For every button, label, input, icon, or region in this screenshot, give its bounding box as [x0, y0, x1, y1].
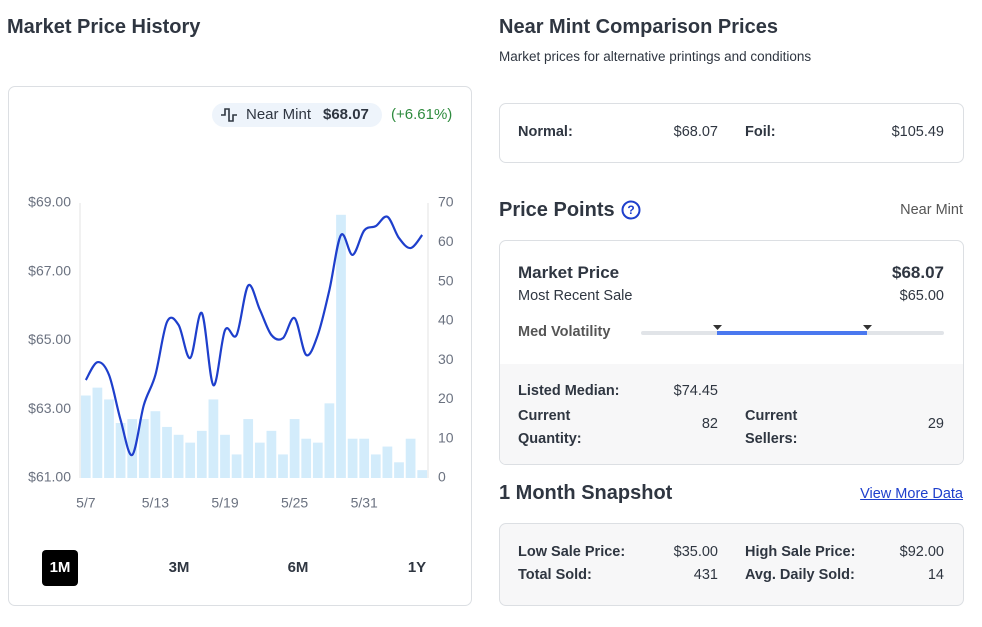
- x-tick-label: 5/7: [76, 495, 96, 511]
- bar: [312, 442, 323, 478]
- comparison-card: [499, 103, 964, 163]
- label: Total Sold:: [518, 567, 592, 583]
- volatility-bar: [641, 325, 944, 335]
- help-icon[interactable]: ?: [621, 200, 641, 220]
- heading: Price Points: [499, 199, 615, 221]
- label: Med Volatility: [518, 324, 611, 340]
- bar: [301, 438, 312, 478]
- heading: Near Mint Comparison Prices: [499, 16, 778, 38]
- bar: [231, 454, 242, 478]
- y-tick-label: $61.00: [28, 469, 71, 485]
- bar: [347, 438, 358, 478]
- label: High Sale Price:: [745, 544, 856, 560]
- range-button[interactable]: 1M: [42, 550, 78, 586]
- x-tick-label: 5/19: [211, 495, 238, 511]
- condition: Near Mint: [900, 202, 963, 218]
- link[interactable]: View More Data: [860, 486, 963, 502]
- snapshot-card: [499, 523, 964, 606]
- price-points-card: [499, 240, 964, 465]
- bar: [324, 403, 335, 478]
- range-button[interactable]: 1Y: [407, 559, 427, 576]
- value: $65.00: [899, 288, 944, 304]
- bar: [278, 454, 288, 478]
- chart-card: [8, 86, 472, 606]
- svg-text:?: ?: [627, 203, 634, 217]
- bar: [254, 442, 265, 478]
- y2-tick-label: 0: [438, 469, 446, 485]
- price-line: [84, 215, 424, 457]
- bar: [359, 438, 370, 478]
- bar: [150, 411, 161, 478]
- value: $92.00: [899, 544, 944, 560]
- label: Current Quantity:: [518, 408, 582, 447]
- y2-tick-label: 40: [438, 312, 454, 328]
- label: Low Sale Price:: [518, 544, 626, 560]
- range-button[interactable]: 3M: [168, 559, 190, 576]
- value: 29: [927, 416, 944, 432]
- subtitle: Market prices for alternative printings …: [499, 49, 812, 64]
- y2-tick-label: 30: [438, 351, 454, 367]
- bar: [104, 399, 114, 478]
- bar: [127, 419, 138, 478]
- value: $74.45: [673, 383, 718, 399]
- bar: [115, 423, 126, 478]
- label: Market Price: [518, 263, 620, 282]
- x-tick-label: 5/25: [281, 495, 308, 511]
- bar: [266, 430, 277, 478]
- legend-pill: [212, 103, 382, 127]
- label: Most Recent Sale: [518, 288, 633, 304]
- chart: $61.00 $63.00 $65.00 $67.00 $69.00 0 10 20 30 40 5…: [28, 194, 454, 511]
- y-tick-label: $69.00: [28, 194, 71, 210]
- bar: [196, 430, 207, 478]
- legend-icon: [221, 108, 237, 122]
- bar: [394, 462, 404, 478]
- heading: 1 Month Snapshot: [499, 482, 673, 504]
- bar: [243, 419, 254, 478]
- bar: [80, 395, 91, 478]
- value: $68.07: [673, 124, 718, 140]
- y2-tick-label: 70: [438, 194, 454, 210]
- value: $35.00: [673, 544, 718, 560]
- x-tick-label: 5/13: [142, 495, 169, 511]
- label: Avg. Daily Sold:: [745, 567, 855, 583]
- y2-tick-label: 60: [438, 233, 454, 249]
- bar: [92, 387, 103, 478]
- label: Foil:: [745, 124, 776, 140]
- y-tick-label: $63.00: [28, 400, 71, 416]
- bar: [220, 434, 230, 478]
- y-tick-label: $67.00: [28, 262, 71, 278]
- value: $68.07: [892, 263, 944, 282]
- bar: [173, 434, 184, 478]
- bar: [336, 214, 346, 479]
- range-button[interactable]: 6M: [287, 559, 309, 576]
- bar: [138, 419, 149, 478]
- bar: [417, 470, 428, 478]
- value: 82: [701, 416, 718, 432]
- bar: [382, 446, 393, 478]
- title: Market Price History: [7, 16, 201, 38]
- y2-tick-label: 50: [438, 272, 454, 288]
- y-tick-label: $65.00: [28, 331, 71, 347]
- legend-label: Near Mint: [246, 106, 312, 123]
- bar: [185, 442, 196, 478]
- label: Current Sellers:: [745, 408, 798, 447]
- value: 431: [693, 567, 718, 583]
- legend-change: (+6.61%): [391, 106, 453, 123]
- bar: [370, 454, 381, 478]
- bar: [289, 419, 300, 478]
- value: $105.49: [891, 124, 944, 140]
- y2-tick-label: 20: [438, 390, 454, 406]
- legend-price: $68.07: [323, 106, 369, 123]
- label: Listed Median:: [518, 383, 620, 399]
- label: Normal:: [518, 124, 573, 140]
- value: 14: [927, 567, 944, 583]
- x-tick-label: 5/31: [351, 495, 378, 511]
- y2-tick-label: 10: [438, 429, 454, 445]
- bar: [162, 426, 172, 478]
- bar: [405, 438, 416, 478]
- bar: [208, 399, 219, 478]
